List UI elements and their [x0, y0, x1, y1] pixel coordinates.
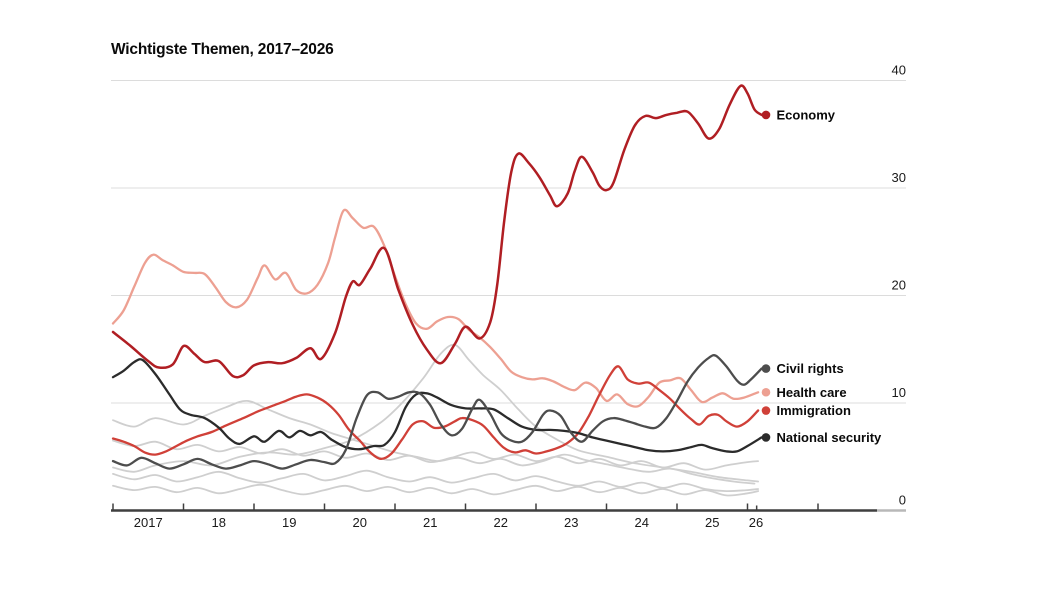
series-line-national-security: [111, 358, 763, 454]
series-line-health-care: [111, 208, 760, 408]
series-line-gray-4: [112, 469, 759, 493]
x-tick-label: 22: [494, 515, 508, 530]
legend-dot-immigration: [761, 406, 771, 415]
legend-label-health-care: Health care: [777, 385, 847, 400]
legend-label-immigration: Immigration: [777, 403, 851, 418]
legend-label-national-security: National security: [777, 430, 883, 445]
x-tick-label: 20: [353, 515, 367, 530]
y-tick-label: 30: [892, 170, 906, 185]
legend-label-civil-rights: Civil rights: [777, 361, 844, 376]
y-tick-label: 20: [892, 278, 906, 293]
series-line-immigration: [111, 365, 760, 461]
legend-dot-civil-rights: [761, 364, 771, 373]
series-line-civil-rights: [111, 354, 763, 470]
y-tick-label: 0: [899, 493, 906, 508]
legend-label-economy: Economy: [777, 107, 836, 122]
x-tick-label: 19: [282, 515, 296, 530]
legend-dot-health-care: [761, 387, 771, 397]
x-tick-label: 26: [749, 515, 763, 530]
x-tick-label: 23: [564, 515, 578, 530]
y-tick-label: 40: [892, 63, 906, 78]
x-tick-label: 25: [705, 515, 719, 530]
legend-dot-national-security: [761, 433, 771, 442]
series-line-gray-5: [112, 483, 759, 497]
x-tick-label: 2017: [134, 515, 163, 530]
series-line-economy: [111, 84, 763, 379]
x-tick-label: 18: [212, 515, 226, 530]
series-line-gray-3: [112, 439, 759, 471]
legend-dot-economy: [761, 110, 771, 120]
x-tick-label: 21: [423, 515, 437, 530]
x-tick-label: 24: [635, 515, 649, 530]
y-tick-label: 10: [892, 385, 906, 400]
chart-title: Wichtigste Themen, 2017–2026: [111, 41, 334, 58]
